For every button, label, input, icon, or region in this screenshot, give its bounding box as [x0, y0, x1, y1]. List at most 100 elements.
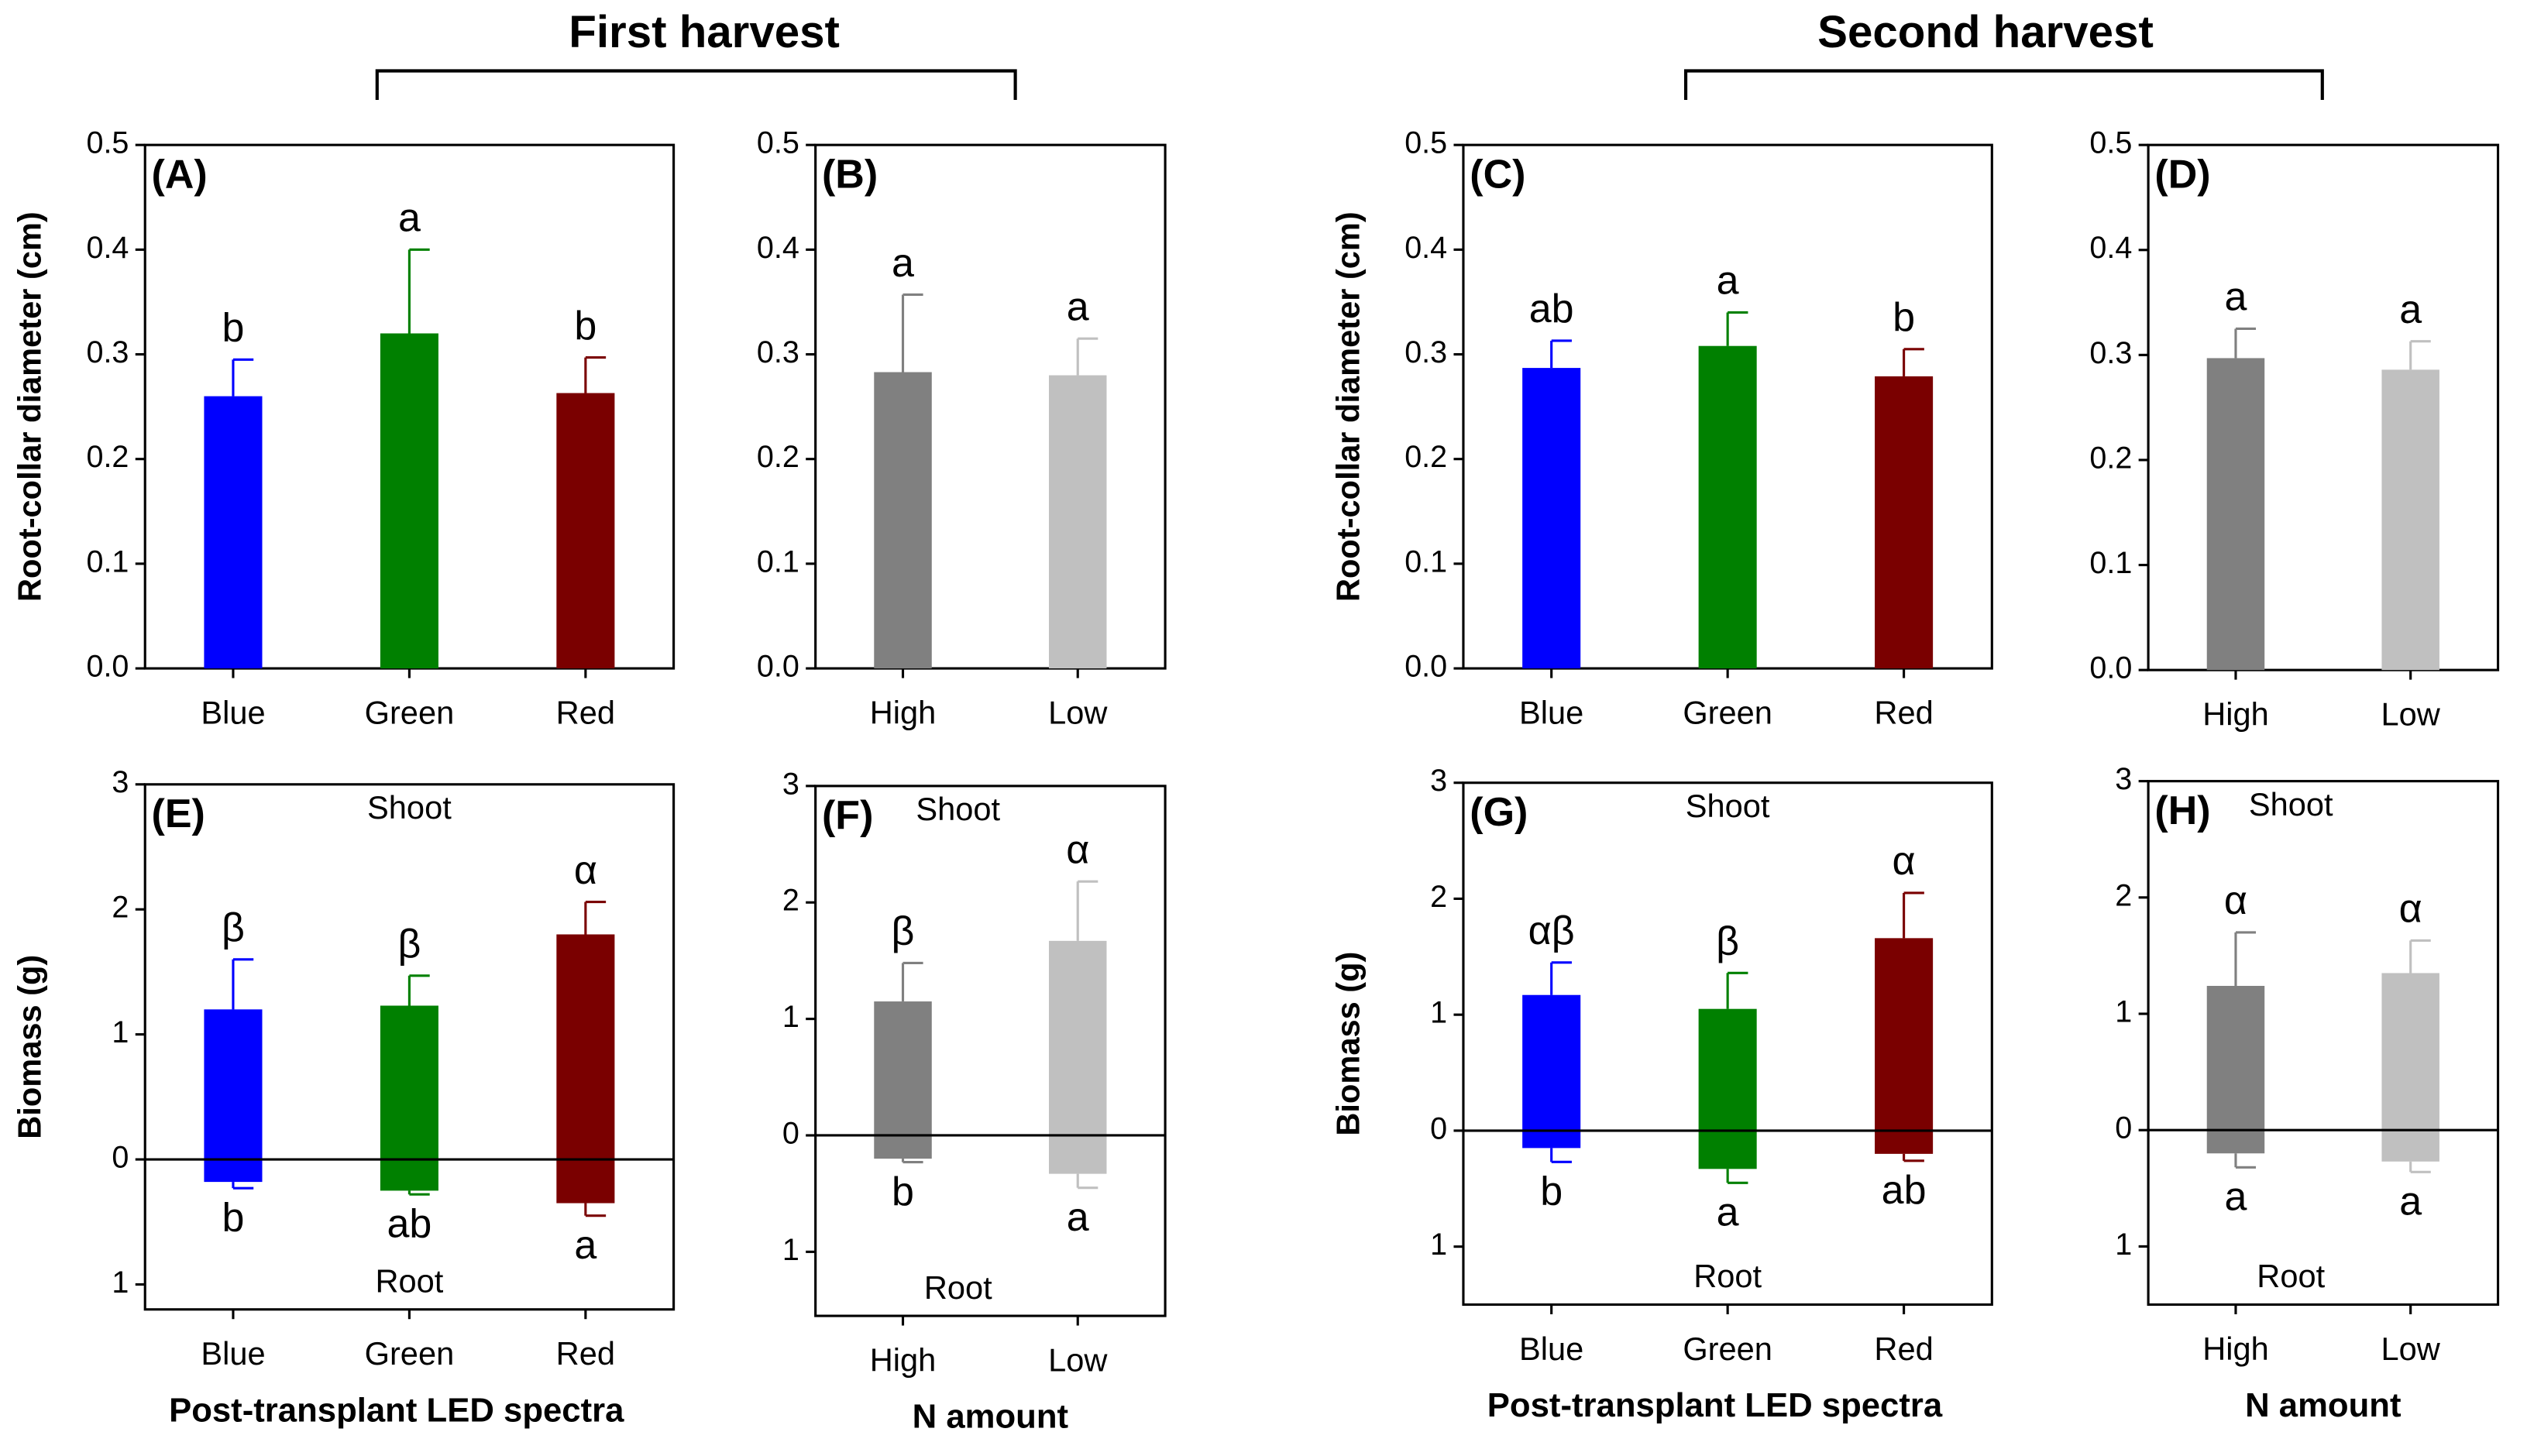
series-annotation: Shoot: [2249, 786, 2333, 822]
bar: [1048, 1135, 1107, 1174]
y-tick-label: 3: [1430, 764, 1447, 798]
bar: [1875, 1130, 1934, 1154]
bar: [1048, 375, 1107, 669]
y-tick-label: 0.2: [86, 440, 129, 474]
significance-letter: b: [1540, 1169, 1563, 1214]
bracket: [375, 69, 1017, 100]
significance-letter: a: [574, 1223, 597, 1268]
y-tick-label: 2: [2115, 878, 2132, 912]
y-tick-label: 3: [782, 767, 799, 801]
significance-letter: α: [1893, 839, 1916, 884]
x-tick-label: Blue: [201, 1335, 265, 1372]
y-tick-label: 0: [112, 1140, 129, 1174]
y-tick-label: 1: [782, 1000, 799, 1034]
y-tick-label: 1: [782, 1233, 799, 1267]
y-tick-label: 0.2: [1404, 440, 1447, 474]
x-axis-label: Post-transplant LED spectra: [169, 1391, 624, 1429]
significance-letter: b: [1893, 295, 1915, 340]
y-tick-label: 0.5: [757, 126, 799, 160]
bar: [1522, 368, 1581, 669]
bar: [874, 1135, 932, 1159]
y-tick-label: 0.4: [757, 231, 799, 265]
y-tick-label: 0.2: [757, 440, 799, 474]
y-tick-label: 0: [2115, 1111, 2132, 1145]
y-tick-label: 0.5: [1404, 126, 1447, 160]
significance-letter: α: [2399, 887, 2422, 932]
y-tick-label: 0: [782, 1116, 799, 1150]
significance-letter: b: [892, 1169, 914, 1214]
x-tick-label: Red: [556, 694, 615, 730]
bar: [556, 934, 615, 1160]
significance-letter: a: [1067, 1195, 1089, 1240]
panel-label: (D): [2154, 153, 2210, 197]
significance-letter: a: [398, 196, 421, 241]
x-tick-label: Blue: [1519, 1331, 1583, 1367]
panel-label: (F): [822, 793, 873, 838]
significance-letter: ab: [387, 1202, 431, 1247]
bar: [1698, 1130, 1757, 1169]
y-tick-label: 0.0: [2089, 651, 2132, 685]
y-tick-label: 0.1: [2089, 546, 2132, 580]
y-axis-label: Root-collar diameter (cm): [12, 211, 48, 602]
y-tick-label: 0.1: [757, 544, 799, 579]
bar: [1048, 940, 1107, 1135]
x-tick-label: Low: [1048, 694, 1108, 730]
panel-label: (E): [152, 792, 205, 836]
series-annotation: Root: [924, 1269, 992, 1306]
x-tick-label: Low: [1048, 1341, 1108, 1378]
x-tick-label: Red: [556, 1335, 615, 1372]
x-tick-label: Green: [365, 694, 455, 730]
significance-letter: α: [574, 848, 597, 893]
y-tick-label: 0.2: [2089, 441, 2132, 475]
significance-letter: a: [892, 241, 914, 286]
bar: [1522, 994, 1581, 1131]
header: First harvest: [569, 7, 840, 57]
y-tick-label: 1: [112, 1265, 129, 1300]
significance-letter: α: [2224, 878, 2247, 923]
significance-letter: b: [574, 304, 597, 349]
significance-letter: b: [222, 306, 244, 351]
bar: [2206, 358, 2265, 671]
significance-letter: a: [1067, 285, 1089, 330]
series-annotation: Shoot: [916, 791, 1000, 827]
significance-letter: β: [397, 922, 421, 967]
y-tick-label: 1: [1430, 1228, 1447, 1262]
y-tick-label: 0.1: [86, 544, 129, 579]
bar: [1875, 376, 1934, 669]
x-tick-label: Green: [365, 1335, 455, 1372]
bar: [874, 372, 932, 669]
panel-label: (C): [1470, 153, 1525, 197]
significance-letter: a: [1717, 259, 1739, 304]
significance-letter: β: [1716, 919, 1739, 964]
y-tick-label: 2: [782, 884, 799, 918]
x-tick-label: Blue: [1519, 694, 1583, 730]
panel-label: (B): [822, 153, 878, 197]
significance-letter: β: [892, 909, 915, 954]
y-tick-label: 0.4: [1404, 231, 1447, 265]
x-tick-label: High: [2202, 1331, 2269, 1367]
x-tick-label: Blue: [201, 694, 265, 730]
y-axis-label: Root-collar diameter (cm): [1329, 211, 1366, 602]
bar: [1698, 1008, 1757, 1131]
plot-frame: [814, 143, 1167, 670]
series-annotation: Root: [375, 1262, 443, 1299]
y-tick-label: 0.5: [2089, 126, 2132, 160]
bar: [2206, 1130, 2265, 1154]
panel-label: (H): [2154, 788, 2210, 833]
y-tick-label: 1: [112, 1015, 129, 1049]
y-tick-label: 2: [112, 891, 129, 925]
x-tick-label: Low: [2381, 695, 2441, 732]
bar: [2381, 369, 2439, 671]
series-annotation: Shoot: [367, 789, 452, 826]
significance-letter: b: [222, 1196, 244, 1241]
y-tick-label: 0.5: [86, 126, 129, 160]
bar: [380, 1159, 438, 1191]
y-axis-label: Biomass (g): [12, 955, 48, 1139]
y-tick-label: 0.0: [1404, 649, 1447, 683]
y-axis-label: Biomass (g): [1329, 952, 1366, 1136]
y-tick-label: 0.3: [2089, 336, 2132, 370]
bar: [556, 1159, 615, 1204]
bar: [1698, 345, 1757, 669]
